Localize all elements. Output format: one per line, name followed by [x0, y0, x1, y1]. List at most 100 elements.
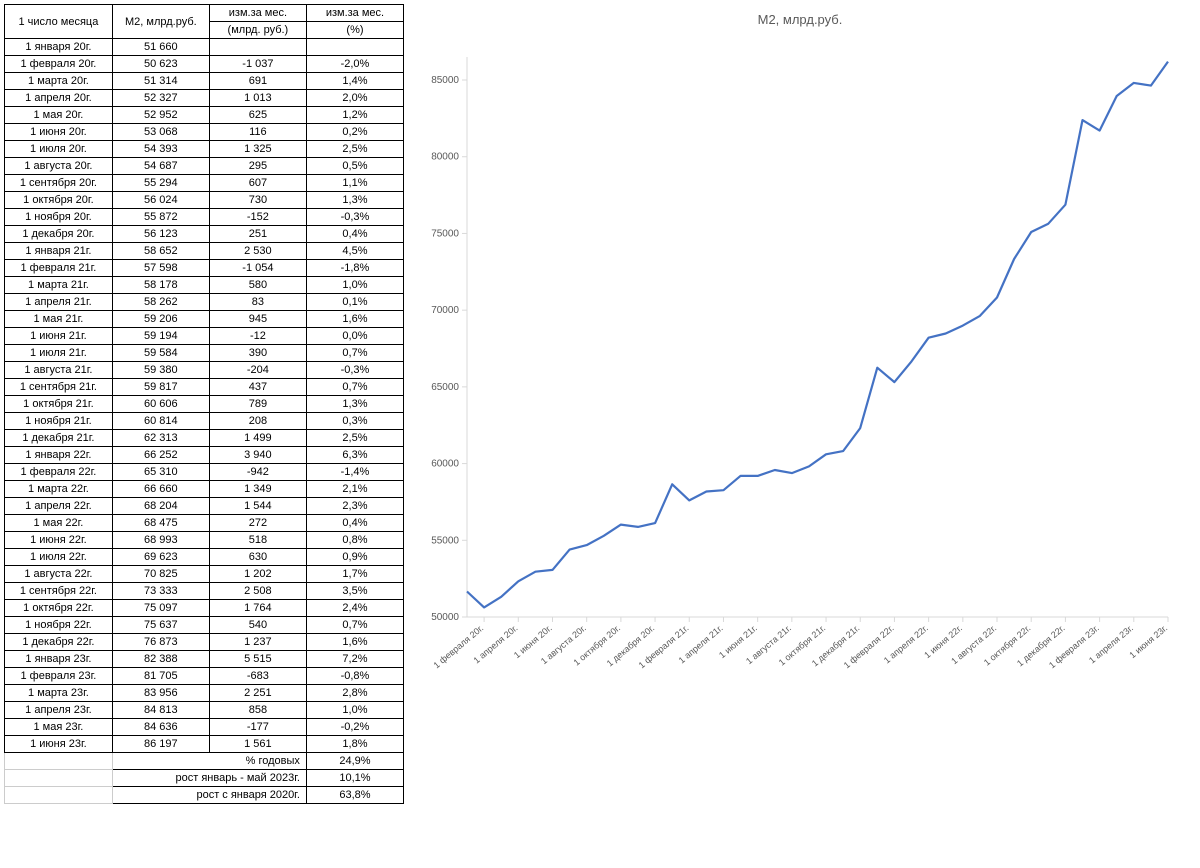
table-row: 1 мая 20г.52 9526251,2%	[5, 107, 404, 124]
cell-pct: -0,2%	[306, 719, 403, 736]
table-row: 1 января 22г.66 2523 9406,3%	[5, 447, 404, 464]
cell-m2: 56 024	[112, 192, 209, 209]
cell-date: 1 декабря 20г.	[5, 226, 113, 243]
cell-pct: 0,9%	[306, 549, 403, 566]
cell-abs: -683	[209, 668, 306, 685]
cell-m2: 53 068	[112, 124, 209, 141]
cell-abs: 5 515	[209, 651, 306, 668]
cell-date: 1 сентября 21г.	[5, 379, 113, 396]
cell-abs: -1 054	[209, 260, 306, 277]
summary-row: рост с января 2020г.63,8%	[5, 787, 404, 804]
cell-pct: -0,3%	[306, 362, 403, 379]
svg-text:55000: 55000	[431, 535, 459, 546]
cell-date: 1 апреля 22г.	[5, 498, 113, 515]
cell-abs: -12	[209, 328, 306, 345]
cell-date: 1 марта 20г.	[5, 73, 113, 90]
cell-abs: 540	[209, 617, 306, 634]
cell-abs: 1 561	[209, 736, 306, 753]
cell-pct: 1,8%	[306, 736, 403, 753]
cell-m2: 58 652	[112, 243, 209, 260]
cell-m2: 66 660	[112, 481, 209, 498]
cell-m2: 75 637	[112, 617, 209, 634]
cell-abs: 1 013	[209, 90, 306, 107]
cell-date: 1 июня 20г.	[5, 124, 113, 141]
cell-date: 1 июля 21г.	[5, 345, 113, 362]
cell-date: 1 декабря 22г.	[5, 634, 113, 651]
cell-pct: 0,4%	[306, 515, 403, 532]
cell-m2: 54 687	[112, 158, 209, 175]
cell-date: 1 апреля 21г.	[5, 294, 113, 311]
cell-m2: 58 178	[112, 277, 209, 294]
cell-m2: 59 380	[112, 362, 209, 379]
cell-date: 1 марта 21г.	[5, 277, 113, 294]
cell-abs: 580	[209, 277, 306, 294]
cell-abs: 2 508	[209, 583, 306, 600]
cell-pct	[306, 39, 403, 56]
cell-m2: 54 393	[112, 141, 209, 158]
cell-abs: 390	[209, 345, 306, 362]
cell-pct: 1,3%	[306, 192, 403, 209]
table-row: 1 июня 22г.68 9935180,8%	[5, 532, 404, 549]
summary-row: % годовых24,9%	[5, 753, 404, 770]
cell-pct: 2,3%	[306, 498, 403, 515]
cell-date: 1 марта 22г.	[5, 481, 113, 498]
table-row: 1 ноября 20г.55 872-152-0,3%	[5, 209, 404, 226]
cell-pct: 0,5%	[306, 158, 403, 175]
table-row: 1 апреля 22г.68 2041 5442,3%	[5, 498, 404, 515]
cell-date: 1 февраля 22г.	[5, 464, 113, 481]
cell-pct: 1,6%	[306, 311, 403, 328]
cell-date: 1 сентября 22г.	[5, 583, 113, 600]
table-row: 1 ноября 21г.60 8142080,3%	[5, 413, 404, 430]
header-pct-top: изм.за мес.	[306, 5, 403, 22]
cell-m2: 65 310	[112, 464, 209, 481]
table-row: 1 августа 22г.70 8251 2021,7%	[5, 566, 404, 583]
table-row: 1 марта 20г.51 3146911,4%	[5, 73, 404, 90]
cell-abs: -204	[209, 362, 306, 379]
cell-abs: -1 037	[209, 56, 306, 73]
header-m2: М2, млрд.руб.	[112, 5, 209, 39]
cell-abs: 630	[209, 549, 306, 566]
table-row: 1 января 23г.82 3885 5157,2%	[5, 651, 404, 668]
header-pct-bot: (%)	[306, 22, 403, 39]
data-table-panel: 1 число месяца М2, млрд.руб. изм.за мес.…	[4, 4, 404, 864]
table-row: 1 февраля 23г.81 705-683-0,8%	[5, 668, 404, 685]
cell-abs: 1 325	[209, 141, 306, 158]
cell-date: 1 августа 21г.	[5, 362, 113, 379]
table-row: 1 сентября 20г.55 2946071,1%	[5, 175, 404, 192]
cell-date: 1 августа 20г.	[5, 158, 113, 175]
cell-pct: 2,1%	[306, 481, 403, 498]
cell-pct: 1,7%	[306, 566, 403, 583]
svg-text:70000: 70000	[431, 305, 459, 316]
table-row: 1 июля 21г.59 5843900,7%	[5, 345, 404, 362]
table-row: 1 октября 22г.75 0971 7642,4%	[5, 600, 404, 617]
table-row: 1 августа 21г.59 380-204-0,3%	[5, 362, 404, 379]
table-row: 1 ноября 22г.75 6375400,7%	[5, 617, 404, 634]
cell-m2: 59 584	[112, 345, 209, 362]
cell-date: 1 января 22г.	[5, 447, 113, 464]
cell-abs: 208	[209, 413, 306, 430]
cell-date: 1 июня 23г.	[5, 736, 113, 753]
m2-table: 1 число месяца М2, млрд.руб. изм.за мес.…	[4, 4, 404, 804]
table-row: 1 мая 21г.59 2069451,6%	[5, 311, 404, 328]
cell-abs: 1 202	[209, 566, 306, 583]
cell-abs: 789	[209, 396, 306, 413]
table-row: 1 марта 22г.66 6601 3492,1%	[5, 481, 404, 498]
cell-pct: 1,0%	[306, 702, 403, 719]
table-row: 1 февраля 20г.50 623-1 037-2,0%	[5, 56, 404, 73]
cell-m2: 60 606	[112, 396, 209, 413]
cell-date: 1 ноября 20г.	[5, 209, 113, 226]
cell-date: 1 февраля 20г.	[5, 56, 113, 73]
cell-abs: 3 940	[209, 447, 306, 464]
cell-m2: 66 252	[112, 447, 209, 464]
summary-label: рост январь - май 2023г.	[112, 770, 306, 787]
summary-label: % годовых	[112, 753, 306, 770]
table-row: 1 июля 22г.69 6236300,9%	[5, 549, 404, 566]
summary-label: рост с января 2020г.	[112, 787, 306, 804]
cell-abs: 437	[209, 379, 306, 396]
cell-pct: 1,4%	[306, 73, 403, 90]
cell-date: 1 января 21г.	[5, 243, 113, 260]
cell-pct: 1,0%	[306, 277, 403, 294]
cell-abs: 945	[209, 311, 306, 328]
table-row: 1 июня 21г.59 194-120,0%	[5, 328, 404, 345]
cell-pct: -2,0%	[306, 56, 403, 73]
